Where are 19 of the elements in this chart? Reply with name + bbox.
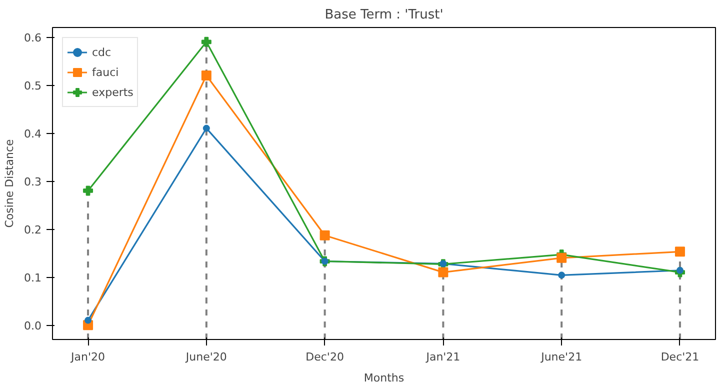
x-tick-label: Dec'20: [306, 350, 344, 364]
y-tick-label: 0.4: [24, 128, 42, 141]
legend-label: experts: [92, 86, 134, 98]
y-tick-label: 0.2: [24, 224, 42, 237]
legend-label: cdc: [92, 46, 112, 58]
chart-title: Base Term : 'Trust': [324, 8, 444, 22]
x-tick-label: Jan'21: [425, 350, 460, 364]
y-tick-label: 0.6: [24, 32, 42, 45]
y-tick-label: 0.3: [24, 176, 42, 189]
y-tick-label: 0.5: [24, 80, 42, 93]
legend-label: fauci: [92, 66, 119, 78]
y-tick-label: 0.1: [24, 272, 42, 285]
x-tick-label: June'20: [184, 350, 227, 364]
x-tick-label: Dec'21: [660, 350, 700, 364]
x-tick-label: June'21: [540, 350, 582, 364]
y-axis-title: Cosine Distance: [3, 139, 16, 228]
y-tick-label: 0.0: [24, 320, 42, 333]
x-axis-title: Months: [364, 372, 404, 384]
x-tick-label: Jan'20: [70, 350, 106, 364]
